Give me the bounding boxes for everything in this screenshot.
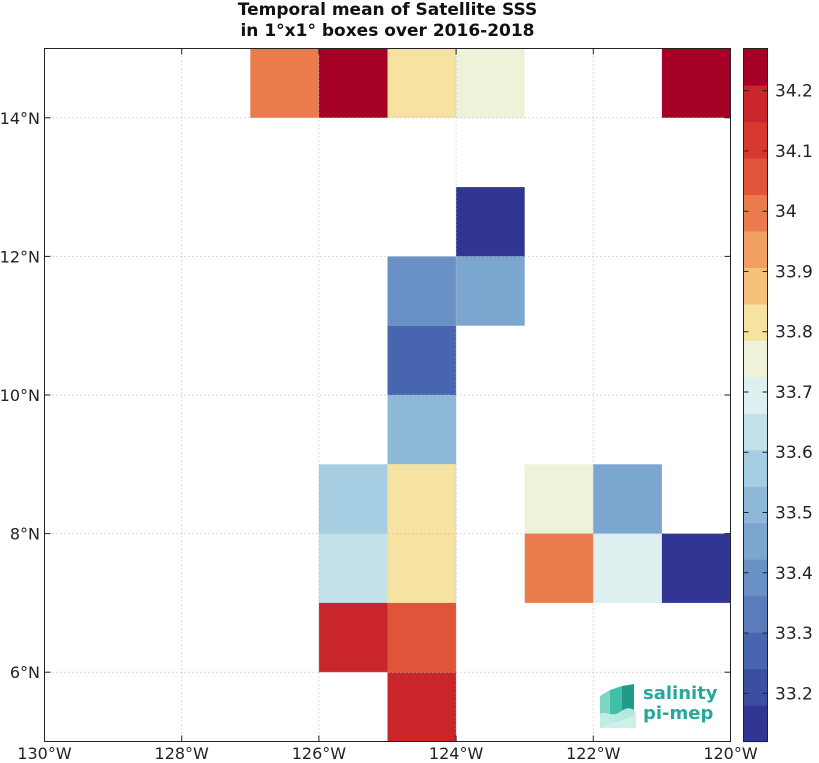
- heatmap-cell: [318, 602, 388, 673]
- heatmap-cell: [387, 256, 457, 326]
- colorbar-tick-label: 33.6: [775, 443, 813, 463]
- colorbar-segment: [743, 486, 768, 524]
- heatmap-cell: [318, 464, 388, 534]
- x-tick-label: 128°W: [155, 744, 210, 763]
- colorbar-tick-label: 34.1: [775, 142, 813, 162]
- x-tick-label: 124°W: [429, 744, 484, 763]
- heatmap-cell: [456, 256, 525, 326]
- heatmap-cell: [593, 533, 662, 603]
- colorbar-segment: [743, 48, 768, 86]
- colorbar-tick-label: 34: [775, 202, 797, 222]
- heatmap-cell: [387, 464, 457, 534]
- colorbar-segment: [743, 449, 768, 487]
- heatmap-cell: [524, 464, 594, 534]
- heatmap-cell: [661, 48, 731, 118]
- colorbar-tick-label: 34.2: [775, 82, 813, 102]
- y-tick-label: 6°N: [10, 663, 40, 682]
- y-tick-label: 14°N: [0, 109, 40, 128]
- colorbar-frame: [743, 48, 768, 742]
- heatmap-cell: [456, 187, 525, 257]
- colorbar-segment: [743, 230, 768, 268]
- logo-text-salinity: salinity: [643, 683, 718, 704]
- x-tick-label: 122°W: [566, 744, 621, 763]
- colorbar-segment: [743, 340, 768, 378]
- chart-title-line-2: in 1°x1° boxes over 2016-2018: [240, 21, 535, 41]
- heatmap-cell: [387, 48, 457, 118]
- heatmap-cell: [387, 395, 457, 465]
- colorbar-tick-label: 33.4: [775, 564, 813, 584]
- chart-title: Temporal mean of Satellite SSS in 1°x1° …: [0, 0, 775, 42]
- x-tick-label: 120°W: [703, 744, 758, 763]
- heatmap-cell: [387, 602, 457, 673]
- colorbar-segment: [743, 376, 768, 414]
- heatmap-cell: [387, 672, 457, 742]
- heatmap-cell: [456, 48, 525, 118]
- colorbar-segment: [743, 121, 768, 159]
- heatmap-cell: [524, 533, 594, 603]
- colorbar-segment: [743, 559, 768, 597]
- logo-waves-icon: [600, 684, 636, 728]
- colorbar-segment: [743, 522, 768, 560]
- colorbar-segment: [743, 668, 768, 706]
- y-tick-label: 8°N: [10, 525, 40, 544]
- salinity-pi-mep-logo: salinity pi-mep: [596, 684, 726, 730]
- heatmap-cell: [318, 48, 388, 118]
- heatmap-cell: [387, 533, 457, 603]
- colorbar-tick-label: 33.9: [775, 262, 813, 282]
- heatmap-cell: [387, 325, 457, 395]
- colorbar-segment: [743, 632, 768, 670]
- colorbar-segment: [743, 267, 768, 305]
- colorbar-tick-label: 33.2: [775, 684, 813, 704]
- colorbar-tick-label: 33.3: [775, 624, 813, 644]
- colorbar-segment: [743, 303, 768, 341]
- colorbar-segment: [743, 705, 768, 743]
- axis-ticks: 130°W 128°W 126°W 124°W 122°W 120°W 6°N 8°N 10°N…: [0, 48, 758, 763]
- colorbar-segment: [743, 194, 768, 232]
- colorbar-segment: [743, 413, 768, 451]
- colorbar-tick-label: 33.7: [775, 383, 813, 403]
- heatmap-cell: [250, 48, 319, 118]
- chart-title-line-1: Temporal mean of Satellite SSS: [237, 0, 538, 20]
- colorbar-segment: [743, 157, 768, 195]
- heatmap-cell: [661, 533, 731, 603]
- y-tick-label: 10°N: [0, 386, 40, 405]
- colorbar-tick-label: 33.5: [775, 504, 813, 524]
- colorbar-segment: [743, 595, 768, 633]
- heatmap-cells: [250, 48, 731, 742]
- x-tick-label: 126°W: [292, 744, 347, 763]
- y-tick-label: 12°N: [0, 247, 40, 266]
- heatmap-cell: [593, 464, 662, 534]
- x-tick-label: 130°W: [17, 744, 72, 763]
- logo-text-pi-mep: pi-mep: [643, 703, 714, 724]
- heatmap-cell: [318, 533, 388, 603]
- colorbar: 33.2 33.3 33.4 33.5 33.6 33.7 33.8 33.9 34 34.1 34…: [743, 48, 813, 743]
- colorbar-tick-label: 33.8: [775, 323, 813, 343]
